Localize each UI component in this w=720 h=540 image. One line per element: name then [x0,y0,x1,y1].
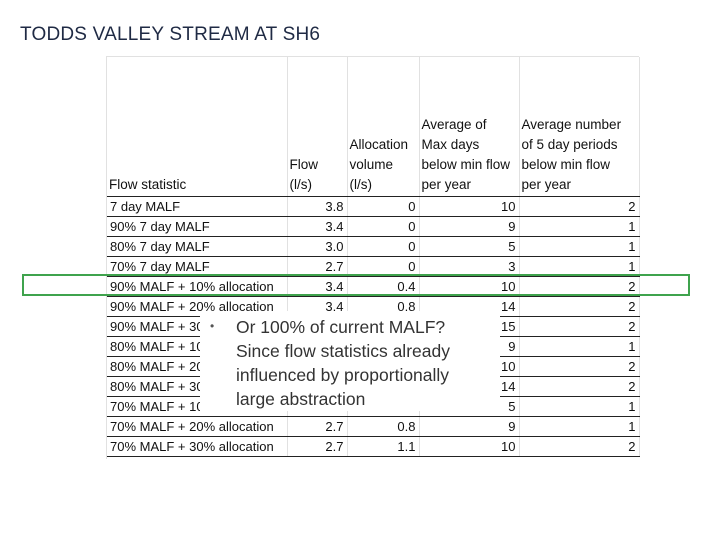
cell-max-days: 10 [419,436,520,457]
cell-allocation: 0.8 [347,416,420,437]
table-row: 70% MALF + 20% allocation 2.7 0.8 9 1 [107,416,640,437]
table-row: 7 day MALF 3.8 0 10 2 [107,196,640,217]
cell-allocation: 0 [347,256,420,277]
cell-flow-statistic: 90% MALF + 10% allocation [107,276,288,297]
table-row: 90% 7 day MALF 3.4 0 9 1 [107,216,640,237]
cell-flow-statistic: 80% 7 day MALF [107,236,288,257]
cell-5-day-periods: 2 [519,196,640,217]
cell-flow-statistic: 7 day MALF [107,196,288,217]
cell-max-days: 5 [419,236,520,257]
cell-5-day-periods: 1 [519,396,640,417]
cell-5-day-periods: 2 [519,376,640,397]
callout-line: large abstraction [236,389,366,409]
callout-line: Since flow statistics already [236,341,450,361]
cell-max-days: 3 [419,256,520,277]
cell-5-day-periods: 1 [519,256,640,277]
row-highlight-box [22,274,690,296]
cell-flow: 2.7 [287,436,348,457]
table-row: 80% 7 day MALF 3.0 0 5 1 [107,236,640,257]
cell-5-day-periods: 1 [519,216,640,237]
cell-flow-statistic: 70% MALF + 20% allocation [107,416,288,437]
header-flow-statistic: Flow statistic [107,57,288,197]
cell-flow-statistic: 70% MALF + 30% allocation [107,436,288,457]
cell-allocation: 0 [347,196,420,217]
table-row: 90% MALF + 10% allocation 3.4 0.4 10 2 [107,276,640,297]
cell-flow: 3.4 [287,216,348,237]
cell-flow: 2.7 [287,256,348,277]
cell-5-day-periods: 2 [519,316,640,337]
header-allocation-volume: Allocation volume (l/s) [347,57,420,197]
cell-max-days: 9 [419,216,520,237]
cell-5-day-periods: 1 [519,236,640,257]
cell-5-day-periods: 2 [519,296,640,317]
callout-line: Or 100% of current MALF? [236,317,446,337]
cell-max-days: 10 [419,276,520,297]
table-header-row: Flow statistic Flow (l/s) Allocation vol… [107,57,640,197]
cell-flow: 3.8 [287,196,348,217]
cell-allocation: 0.4 [347,276,420,297]
cell-flow-statistic: 70% 7 day MALF [107,256,288,277]
cell-flow: 3.4 [287,276,348,297]
cell-5-day-periods: 1 [519,416,640,437]
callout-text: Or 100% of current MALF? Since flow stat… [236,315,496,411]
cell-5-day-periods: 2 [519,356,640,377]
table-row: 70% MALF + 30% allocation 2.7 1.1 10 2 [107,436,640,457]
cell-5-day-periods: 2 [519,276,640,297]
cell-flow: 3.0 [287,236,348,257]
header-average-max-days: Average of Max days below min flow per y… [419,57,520,197]
cell-flow-statistic: 90% 7 day MALF [107,216,288,237]
header-average-5-day-periods: Average number of 5 day periods below mi… [519,57,640,197]
bullet-icon: • [210,319,215,333]
cell-5-day-periods: 1 [519,336,640,357]
cell-max-days: 9 [419,416,520,437]
cell-5-day-periods: 2 [519,436,640,457]
cell-allocation: 0 [347,216,420,237]
callout-note: • Or 100% of current MALF? Since flow st… [200,311,500,411]
cell-allocation: 1.1 [347,436,420,457]
callout-line: influenced by proportionally [236,365,450,385]
table-row: 70% 7 day MALF 2.7 0 3 1 [107,256,640,277]
header-flow: Flow (l/s) [287,57,348,197]
cell-flow: 2.7 [287,416,348,437]
cell-max-days: 10 [419,196,520,217]
cell-allocation: 0 [347,236,420,257]
slide-title: TODDS VALLEY STREAM AT SH6 [20,24,321,45]
